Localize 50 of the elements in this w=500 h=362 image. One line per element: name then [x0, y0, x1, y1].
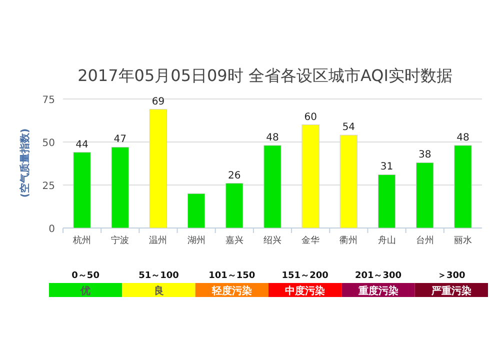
data-label: 26 — [228, 170, 241, 182]
data-label: 48 — [266, 132, 279, 144]
bar — [302, 124, 320, 228]
category-label: 轻度污染 — [210, 285, 252, 297]
data-label: 69 — [152, 96, 165, 108]
x-tick-label: 绍兴 — [264, 235, 282, 246]
text: 201～300 — [354, 271, 402, 281]
y-tick-label: 50 — [42, 138, 55, 149]
data-label: 60 — [304, 112, 317, 123]
data-label: 47 — [114, 134, 127, 146]
y-axis-title: (空气质量指数) — [19, 128, 31, 198]
chart-title: 2017年05月05日09时 全省各设区城市AQI实时数据 — [78, 66, 452, 85]
data-label: 54 — [342, 122, 356, 134]
x-tick-label: 金华 — [302, 235, 320, 246]
y-tick-label: 25 — [42, 181, 55, 192]
bar — [454, 145, 472, 228]
category-label: 严重污染 — [430, 285, 472, 297]
x-tick-label: 舟山 — [378, 235, 396, 246]
x-tick-label: 宁波 — [111, 235, 130, 246]
text: ＞300 — [438, 271, 466, 281]
x-tick-label: 温州 — [149, 235, 168, 246]
bar — [111, 146, 129, 228]
text: 151～200 — [282, 271, 328, 281]
x-tick-label: 嘉兴 — [225, 235, 244, 246]
bar — [416, 162, 434, 228]
x-tick-label: 杭州 — [72, 235, 92, 246]
text: 51～100 — [138, 271, 179, 281]
bar — [264, 145, 282, 228]
bar — [188, 193, 206, 228]
x-tick-label: 台州 — [416, 235, 434, 246]
y-tick-label: 75 — [42, 95, 55, 106]
category-label: 重度污染 — [357, 285, 398, 297]
x-tick-label: 湖州 — [187, 235, 206, 246]
category-label: 良 — [154, 285, 164, 297]
data-label: 31 — [380, 162, 394, 173]
bar — [149, 109, 168, 228]
bar — [378, 174, 396, 228]
data-label: 48 — [456, 132, 470, 144]
bar — [73, 152, 91, 228]
bar — [226, 183, 244, 228]
text: 101～150 — [208, 271, 256, 281]
bar — [340, 134, 358, 228]
data-label: 38 — [418, 150, 432, 161]
y-tick-label: 0 — [48, 224, 55, 235]
category-label: 优 — [80, 285, 91, 297]
text: 0～50 — [72, 271, 100, 281]
x-tick-label: 丽水 — [454, 235, 472, 246]
data-label: 44 — [76, 139, 88, 150]
x-tick-label: 衢州 — [340, 235, 358, 246]
category-label: 中度污染 — [285, 285, 326, 297]
